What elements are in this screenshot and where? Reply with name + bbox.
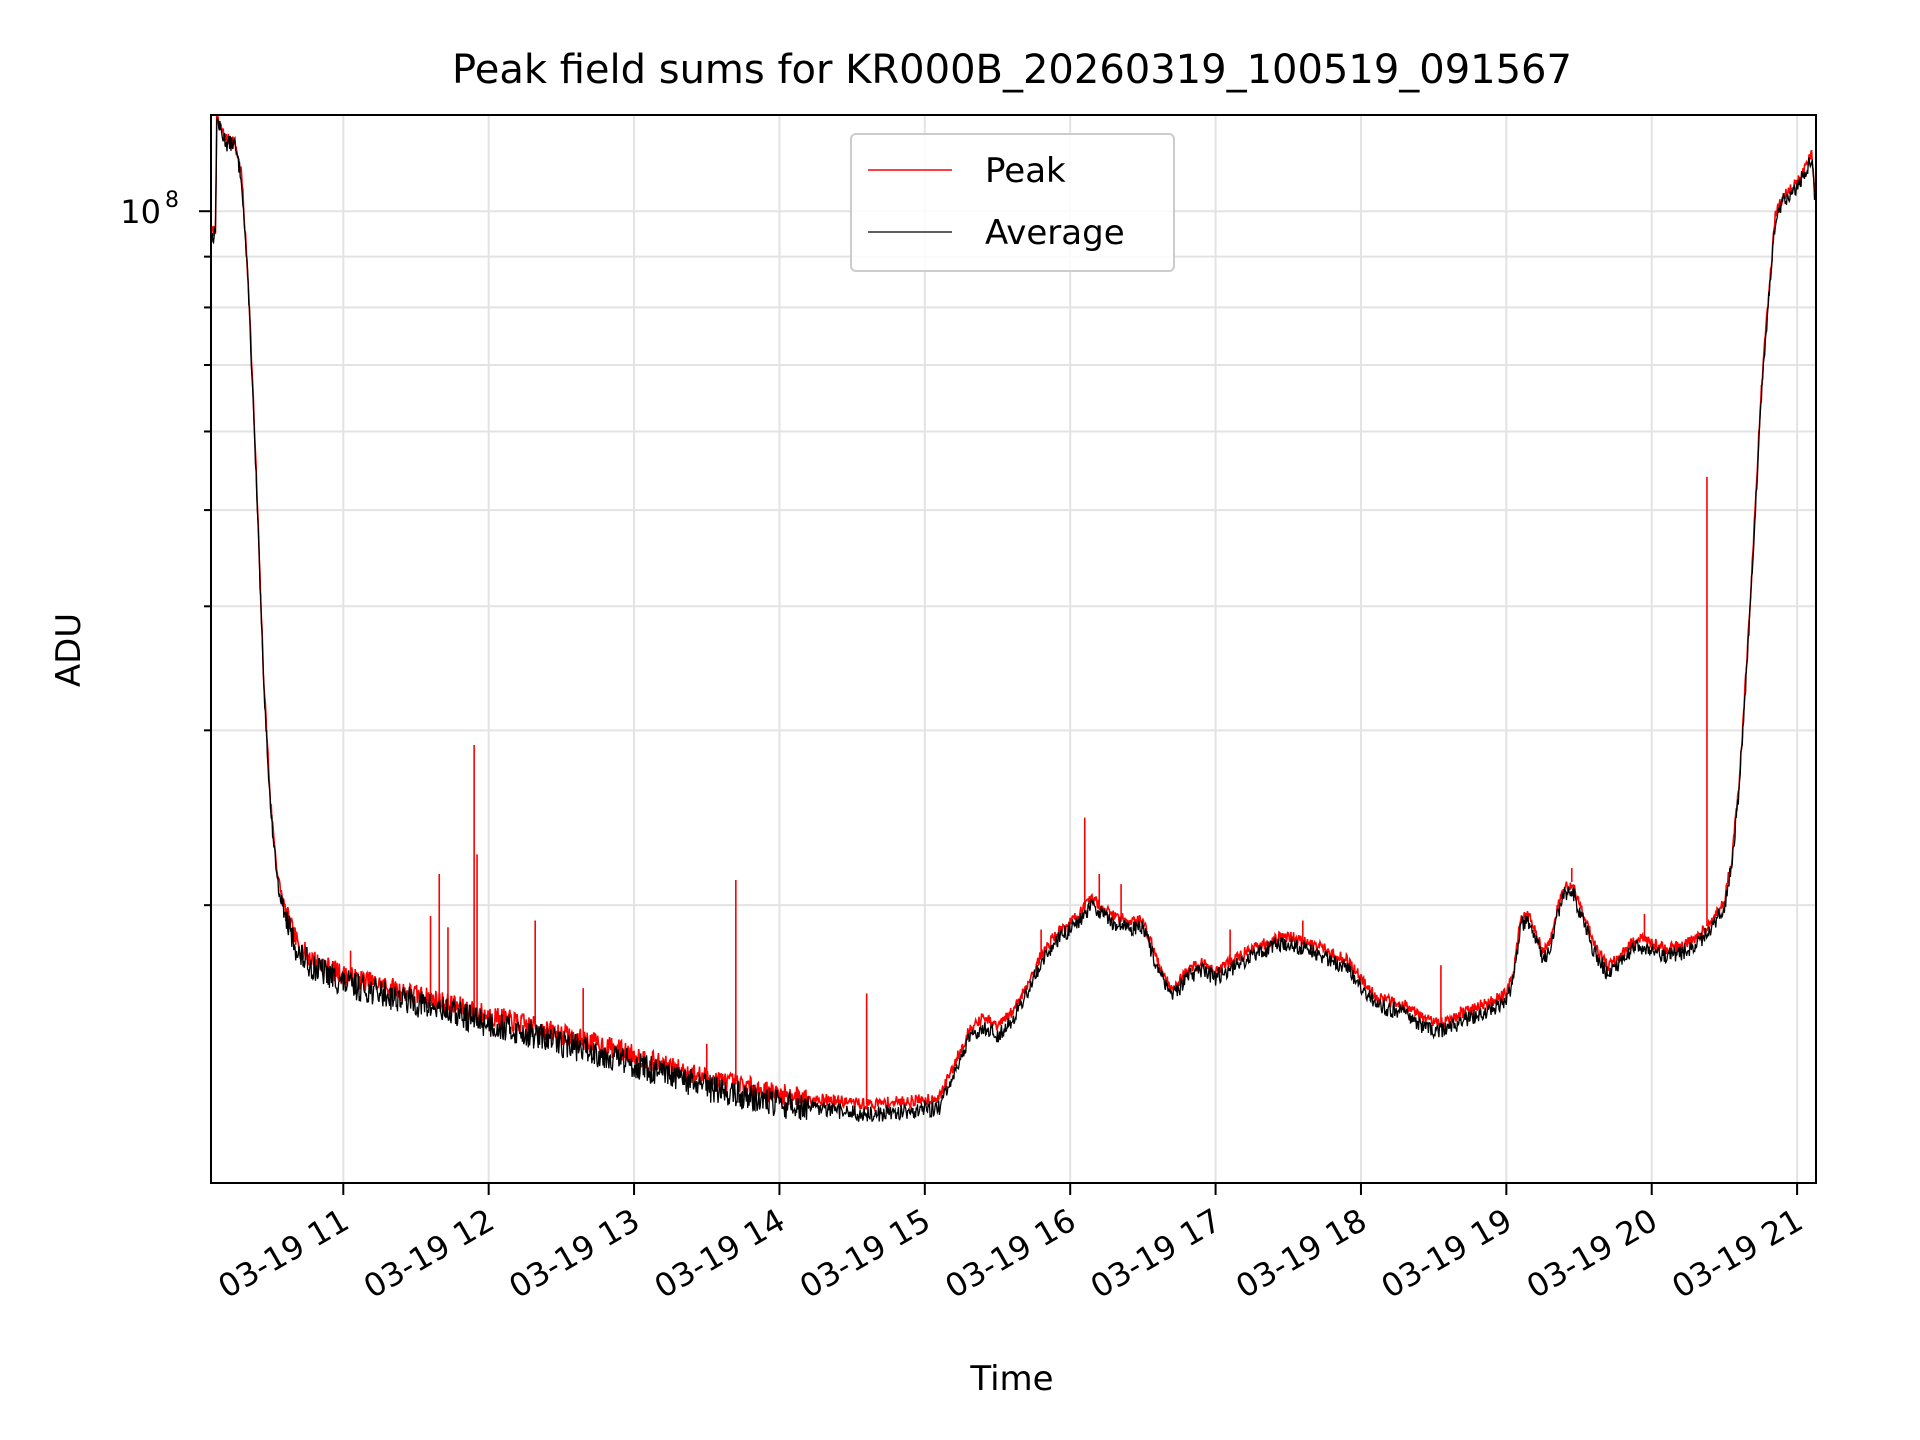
series-layer xyxy=(211,115,1816,1122)
series-line-average xyxy=(211,117,1816,1122)
plot-frame xyxy=(210,114,1817,1184)
y-tick-label-exponent: 8 xyxy=(165,188,179,213)
y-tick-label: 10 8 xyxy=(120,188,179,231)
legend-average-label: Average xyxy=(985,213,1125,253)
y-axis-label: ADU xyxy=(49,613,89,687)
chart-title: Peak field sums for KR000B_20260319_1005… xyxy=(452,47,1572,93)
grid xyxy=(211,115,1816,1183)
legend-peak-label: Peak xyxy=(985,151,1066,191)
legend: Peak Average xyxy=(850,133,1175,272)
x-axis-label: Time xyxy=(969,1359,1053,1399)
legend-box xyxy=(850,133,1175,272)
y-tick-label-base: 10 xyxy=(120,193,161,231)
